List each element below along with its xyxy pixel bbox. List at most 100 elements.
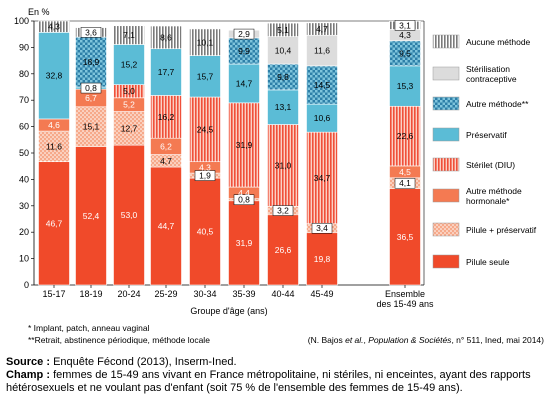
bar-segment (38, 130, 70, 163)
x-tick-label: 15-17 (42, 289, 65, 299)
bar-segment (228, 102, 260, 188)
data-label: 4,4 (238, 188, 250, 198)
data-label: 3,4 (316, 223, 328, 233)
data-label: 15,1 (83, 122, 100, 132)
data-label: 53,0 (121, 210, 138, 220)
data-label: 3,6 (85, 27, 97, 37)
citation: (N. Bajos et al., Population & Sociétés,… (308, 335, 544, 345)
data-label-box (233, 28, 255, 40)
bar-segment (267, 36, 299, 65)
source-line: Source : Enquête Fécond (2013), Inserm-I… (6, 356, 237, 369)
data-label: 7,1 (123, 30, 135, 40)
x-tick-label: des 15-49 ans (376, 299, 434, 309)
data-label: 4,5 (399, 167, 411, 177)
bar-segment (38, 20, 70, 33)
data-label: 40,5 (197, 227, 214, 237)
data-label: 5,1 (277, 25, 289, 35)
x-tick-label: Ensemble (385, 289, 425, 299)
legend-swatch (432, 157, 460, 172)
bar-segment (228, 37, 260, 65)
data-label: 31,9 (236, 238, 253, 248)
champ-line: Champ : femmes de 15-49 ans vivant en Fr… (6, 369, 541, 395)
champ-label: Champ : (6, 369, 50, 381)
data-label: 36,5 (397, 232, 414, 242)
data-label: 18,9 (83, 57, 100, 67)
data-label: 16,2 (158, 112, 175, 122)
data-label: 15,2 (121, 60, 138, 70)
bar-segment (267, 89, 299, 125)
data-label: 11,6 (314, 46, 330, 56)
bar-segment (38, 161, 70, 286)
y-tick-label: 90 (19, 42, 29, 52)
bar-segment (389, 65, 421, 107)
y-tick-label: 70 (19, 95, 29, 105)
data-label: 2,9 (238, 29, 250, 39)
source-text: Enquête Fécond (2013), Inserm-Ined. (53, 356, 237, 368)
y-tick-label: 40 (19, 174, 29, 184)
data-label: 15,7 (197, 71, 214, 81)
legend-swatch (432, 34, 460, 49)
data-label: 15,3 (397, 81, 414, 91)
data-label: 4,6 (48, 120, 60, 130)
data-label: 26,6 (275, 245, 292, 255)
x-tick-label: 45-49 (310, 289, 333, 299)
legend-swatch (432, 66, 460, 81)
data-label: 5,2 (123, 100, 135, 110)
legend-label: Préservatif (466, 130, 507, 140)
bar-segment (228, 200, 260, 286)
data-label: 6,7 (85, 93, 97, 103)
data-label: 4,3 (48, 22, 60, 32)
data-label: 4,3 (199, 162, 211, 172)
data-label: 4,7 (316, 24, 328, 34)
legend-swatch (432, 222, 460, 237)
bar-segment (267, 22, 299, 37)
y-tick-label: 80 (19, 69, 29, 79)
footnote-2: **Retrait, abstinence périodique, méthod… (28, 335, 210, 345)
data-label: 1,9 (199, 171, 211, 181)
x-axis-title: Groupe d'âge (ans) (190, 306, 267, 316)
data-label: 32,8 (46, 71, 63, 81)
legend-label: hormonale* (466, 196, 510, 206)
legend-label: Stérilet (DIU) (466, 160, 515, 170)
bar-segment (113, 44, 145, 85)
data-label: 10,1 (197, 37, 214, 47)
data-label: 12,7 (121, 123, 138, 133)
x-tick-label: 40-44 (271, 289, 294, 299)
legend-label: Autre méthode (466, 186, 522, 196)
data-label: 8,6 (160, 32, 172, 42)
bar-segment (306, 22, 338, 36)
data-label-box (394, 177, 416, 189)
legend-label: Stérilisation (466, 64, 510, 74)
data-label: 4,7 (160, 156, 172, 166)
data-label: 52,4 (83, 211, 100, 221)
bar-segment (113, 25, 145, 45)
legend-swatch (432, 188, 460, 203)
y-tick-label: 20 (19, 227, 29, 237)
data-label-box (80, 82, 102, 94)
x-tick-label: 35-39 (232, 289, 255, 299)
bar-segment (189, 177, 221, 286)
data-label: 9,9 (238, 46, 250, 56)
data-label: 4,3 (399, 30, 411, 40)
data-label-box (272, 205, 294, 216)
data-label: 34,7 (314, 173, 331, 183)
data-label: 4,1 (399, 178, 411, 188)
bar-segment (389, 40, 421, 67)
data-label: 46,7 (46, 218, 63, 228)
champ-text: femmes de 15-49 ans vivant en France mét… (6, 369, 531, 394)
bar-segment (150, 25, 182, 50)
legend-label: contraceptive (466, 74, 517, 84)
data-label: 9,8 (277, 72, 289, 82)
data-label-box (194, 170, 216, 181)
data-label: 0,8 (238, 195, 250, 205)
data-label-box (80, 27, 102, 38)
footnote-1: * Implant, patch, anneau vaginal (28, 323, 150, 333)
data-label: 6,2 (160, 141, 172, 151)
bar-segment (306, 103, 338, 133)
legend-swatch (432, 127, 460, 142)
bar-segment (267, 124, 299, 207)
legend-label: Autre méthode** (466, 99, 529, 109)
legend-label: Pilule seule (466, 257, 510, 267)
data-label: 14,5 (314, 80, 331, 90)
legend-swatch (432, 96, 460, 111)
